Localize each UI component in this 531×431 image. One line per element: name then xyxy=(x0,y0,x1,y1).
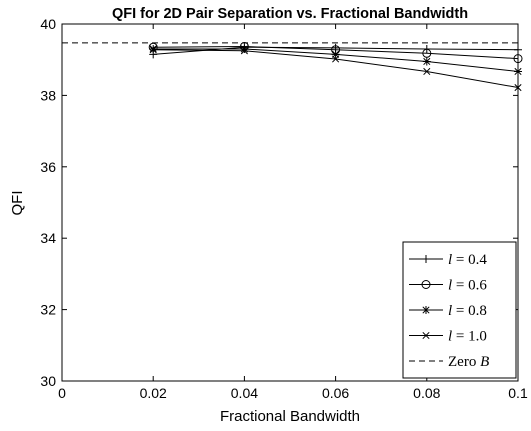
legend-marker-l-0-8 xyxy=(422,306,430,314)
y-tick-label: 36 xyxy=(40,159,56,175)
y-tick-label: 40 xyxy=(40,16,56,32)
chart-title: QFI for 2D Pair Separation vs. Fractiona… xyxy=(112,6,468,22)
legend-label-zero-b: Zero B xyxy=(448,354,489,370)
legend-text: = 0.6 xyxy=(452,278,487,294)
x-tick-label: 0.08 xyxy=(413,385,440,401)
legend-variable: l xyxy=(448,252,452,268)
data-point-l-0-8 xyxy=(422,57,431,66)
data-point-l-0-8 xyxy=(240,44,249,53)
data-point-l-0-6 xyxy=(422,48,432,58)
legend-marker-l-0-6 xyxy=(421,280,431,289)
legend-marker-l-0-4 xyxy=(422,255,430,263)
legend-variable: B xyxy=(480,354,489,370)
x-tick-label: 0.02 xyxy=(140,385,167,401)
series-line-l-0-6 xyxy=(153,45,519,60)
legend-variable: l xyxy=(448,303,452,319)
legend-label-l-0-4: l = 0.4 xyxy=(448,252,487,268)
legend-text: = 0.4 xyxy=(452,252,487,268)
legend-label-l-1-0: l = 1.0 xyxy=(448,329,487,345)
data-point-l-0-8 xyxy=(149,44,158,53)
data-point-l-1-0 xyxy=(423,67,431,76)
y-axis-label: QFI xyxy=(9,191,26,216)
x-tick-label: 0.04 xyxy=(231,385,258,401)
legend-variable: l xyxy=(448,278,452,294)
legend-marker-l-1-0 xyxy=(422,331,430,340)
legend-text: = 1.0 xyxy=(452,329,487,345)
y-tick-label: 34 xyxy=(40,230,56,246)
legend-text: = 0.8 xyxy=(452,303,487,319)
data-point-l-0-8 xyxy=(331,50,340,59)
legend-text: Zero xyxy=(448,354,480,370)
x-tick-label: 0.1 xyxy=(508,385,528,401)
legend-label-l-0-8: l = 0.8 xyxy=(448,303,487,319)
y-tick-label: 38 xyxy=(40,87,56,103)
y-tick-label: 30 xyxy=(40,373,56,389)
legend-variable: l xyxy=(448,329,452,345)
plot-frame xyxy=(61,23,519,382)
data-point-l-1-0 xyxy=(332,55,340,63)
x-tick-label: 0 xyxy=(58,385,66,401)
legend-label-l-0-6: l = 0.6 xyxy=(448,278,487,294)
y-tick-label: 32 xyxy=(40,302,56,318)
x-tick-label: 0.06 xyxy=(322,385,349,401)
data-point-l-1-0 xyxy=(240,47,248,55)
x-axis-label: Fractional Bandwidth xyxy=(220,408,360,425)
data-point-l-1-0 xyxy=(149,46,157,54)
